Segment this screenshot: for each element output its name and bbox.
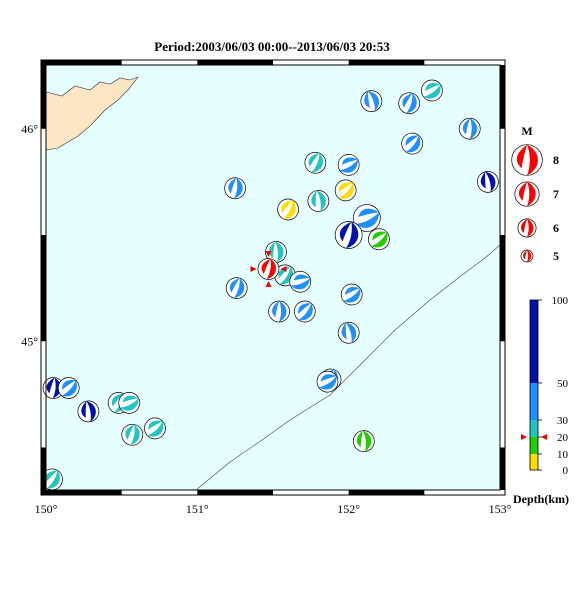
frame-bar (197, 490, 273, 495)
colorbar-tick-label: 0 (563, 465, 569, 477)
event-beachball (337, 321, 360, 344)
event-beachball (118, 392, 141, 414)
event-beachball (352, 430, 375, 452)
event-beachball (304, 151, 327, 174)
main-event-marker (265, 281, 272, 287)
frame-bar (41, 490, 122, 495)
event-beachball (277, 198, 299, 221)
colorbar-tick-label: 50 (557, 378, 569, 390)
magnitude-legend: M 8 7 6 5 (511, 124, 559, 263)
main-event-marker (265, 251, 272, 257)
colorbar-band (530, 300, 538, 383)
main-event-marker (250, 266, 257, 272)
depth-marker (541, 434, 547, 440)
magnitude-legend-label: 8 (553, 153, 559, 167)
event-beachball (334, 179, 357, 202)
lat-tick-label: 45° (21, 334, 38, 348)
event-beachball (368, 228, 390, 251)
colorbar-frame (529, 299, 539, 471)
colorbar-tick-label: 30 (557, 415, 569, 427)
event-beachball (398, 92, 421, 115)
magnitude-legend-title: M (521, 124, 532, 138)
lon-tick-label: 151° (186, 502, 209, 516)
magnitude-legend-label: 7 (553, 187, 559, 201)
lon-tick-label: 150° (35, 502, 58, 516)
magnitude-legend-label: 6 (553, 221, 559, 235)
event-beachball (57, 377, 80, 399)
event-beachball (477, 171, 499, 193)
event-beachball (401, 132, 424, 155)
event-beachball (268, 300, 290, 323)
event-beachball (307, 190, 330, 212)
event-beachball (421, 79, 443, 102)
frame-bar (197, 60, 273, 65)
event-beachball (121, 423, 144, 446)
frame-bar (348, 60, 425, 65)
land-coast (45, 76, 139, 151)
depth-marker (521, 434, 527, 440)
magnitude-legend-ball (511, 144, 543, 176)
main-event-beachball (257, 258, 280, 280)
map-title: Period:2003/06/03 00:00--2013/06/03 20:5… (154, 39, 390, 54)
magnitude-legend-ball (520, 249, 534, 263)
colorbar-band (530, 454, 538, 470)
event-beachball (334, 221, 363, 249)
main-event-layer (250, 251, 287, 287)
magnitude-legend-label: 5 (553, 249, 559, 263)
colorbar-band (530, 420, 538, 437)
lat-tick-label: 46° (21, 122, 38, 136)
event-beachball (42, 377, 65, 399)
main-event-marker (280, 266, 287, 272)
colorbar-tick-label: 20 (557, 432, 569, 444)
depth-legend-title: Depth(km) (513, 492, 569, 506)
lon-tick-label: 153° (489, 502, 512, 516)
trench-contour (195, 244, 501, 491)
event-beachball (293, 300, 316, 323)
event-beachball (360, 90, 383, 112)
event-beachball (77, 400, 100, 423)
event-beachball (265, 241, 287, 263)
event-beachball (458, 117, 481, 140)
event-beachball (340, 283, 363, 306)
magnitude-legend-ball (514, 181, 540, 207)
lat-tick-labels: 45° 46° (21, 122, 38, 349)
map-frame (40, 59, 506, 496)
events-layer (41, 79, 499, 491)
frame-bar (500, 235, 505, 342)
colorbar-tick-label: 10 (557, 449, 569, 461)
colorbar-tick-label: 100 (552, 295, 569, 307)
frame-bar (348, 490, 425, 495)
colorbar-band (530, 383, 538, 420)
frame-bar (500, 65, 505, 129)
lon-tick-label: 152° (337, 502, 360, 516)
event-beachball (225, 277, 248, 299)
frame-bar (41, 235, 46, 342)
frame-bar (500, 447, 505, 490)
event-beachball (337, 154, 360, 176)
colorbar-band (530, 437, 538, 454)
frame-bar (41, 60, 122, 65)
event-beachball (224, 177, 247, 200)
event-beachball (316, 370, 339, 393)
event-beachball (289, 270, 312, 293)
lon-tick-labels: 150° 151° 152° 153° (35, 502, 512, 516)
magnitude-legend-ball (517, 218, 537, 238)
frame-bar (41, 65, 46, 129)
event-beachball (352, 204, 381, 232)
frame-bar (41, 447, 46, 490)
map-panel (41, 65, 501, 491)
event-beachball (144, 417, 166, 440)
